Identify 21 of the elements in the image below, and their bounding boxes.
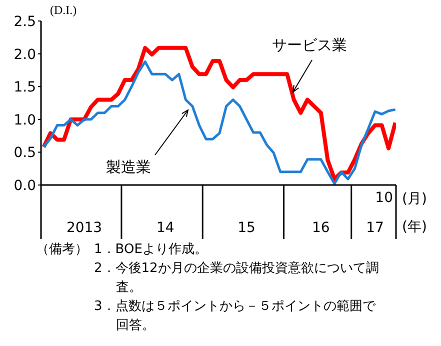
text: 2．今後12か月の企業の設備投資意欲について調査。 bbox=[94, 260, 380, 297]
y-tick-label: 0.5 bbox=[14, 145, 36, 162]
y-tick-label: 0.0 bbox=[14, 178, 36, 194]
text: （備考） bbox=[36, 241, 89, 259]
text: 3．点数は５ポイントから－５ポイントの範囲で回答。 bbox=[94, 298, 377, 335]
x-tick-label: 14 bbox=[156, 220, 174, 236]
text: (月) bbox=[402, 190, 427, 208]
y-axis-title: (D.I.) bbox=[50, 3, 77, 18]
y-tick-label: 1.0 bbox=[14, 112, 36, 128]
x-tick-label: 17 bbox=[366, 220, 384, 236]
text: 1．BOEより作成。 bbox=[94, 241, 208, 259]
text: 製造業 bbox=[106, 158, 151, 177]
x-tick-label: 15 bbox=[238, 220, 256, 236]
x-tick-label: 2013 bbox=[66, 220, 102, 236]
text: (年) bbox=[402, 218, 427, 236]
series-label: サービス業 bbox=[272, 36, 347, 55]
y-tick-label: 1.5 bbox=[14, 80, 36, 96]
y-tick-label: 2.0 bbox=[14, 46, 36, 63]
x-tick-label: 16 bbox=[312, 220, 330, 236]
y-tick-label: 2.5 bbox=[14, 14, 36, 30]
text: 10 bbox=[375, 190, 393, 206]
